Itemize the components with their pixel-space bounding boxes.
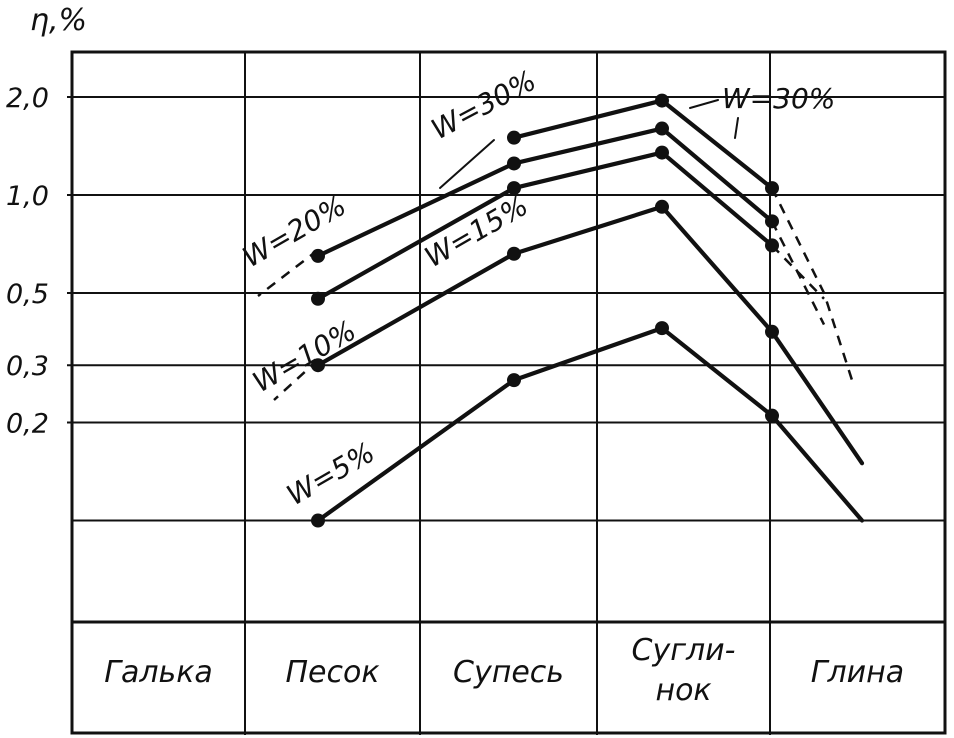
series-label: W=30% [722, 82, 835, 115]
series-dashed-leadin [273, 359, 319, 401]
series-dashed-extension [770, 187, 854, 381]
data-point [765, 324, 779, 339]
data-point [507, 373, 521, 388]
category-label: Галька [104, 655, 212, 690]
plot-frame [70, 50, 947, 735]
category-label: Супесь [453, 655, 564, 690]
category-label: Сугли-нок [632, 633, 736, 708]
y-tick-label: 0,5 [6, 279, 49, 310]
label-leader [689, 99, 739, 139]
data-point [311, 513, 325, 528]
y-tick-label: 0,2 [6, 409, 49, 440]
data-point [507, 246, 521, 261]
data-point [655, 199, 669, 214]
series-dashed-leadin [257, 249, 319, 297]
y-tick-label: 0,3 [6, 351, 49, 382]
series-dashed-extension [771, 244, 825, 300]
data-point [655, 121, 669, 136]
series-line [315, 326, 865, 523]
data-point [507, 181, 521, 196]
data-point [655, 145, 669, 160]
series-label: W=10% [247, 314, 362, 399]
data-point [655, 93, 669, 108]
series-layer [257, 93, 865, 528]
data-point [765, 408, 779, 423]
y-tick-label: 1,0 [6, 181, 49, 212]
data-point [311, 291, 325, 306]
grid-layer: 2,0 1,0 0,5 0,3 0,2 [6, 50, 947, 735]
series-line [315, 126, 775, 259]
series-line [315, 150, 775, 301]
category-label: Песок [286, 655, 380, 690]
data-point [655, 321, 669, 336]
series-label: W=20% [237, 189, 352, 274]
data-point [507, 156, 521, 171]
y-axis-title: η,% [30, 3, 87, 38]
label-leader [439, 139, 495, 189]
data-point [507, 130, 521, 145]
series-label: W=5% [281, 436, 380, 512]
y-tick-label: 2,0 [6, 83, 49, 114]
category-label: Глина [811, 655, 904, 690]
